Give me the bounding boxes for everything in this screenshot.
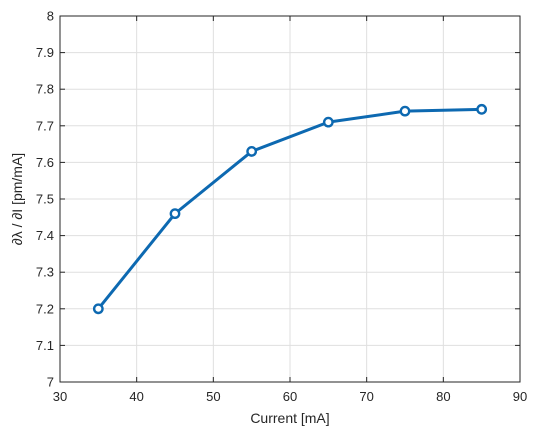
data-point-marker	[92, 303, 104, 315]
x-tick-label: 90	[513, 389, 527, 404]
y-axis-title: ∂λ / ∂I [pm/mA]	[9, 153, 25, 245]
y-tick-label: 7.6	[36, 155, 54, 170]
y-tick-label: 7.3	[36, 265, 54, 280]
x-tick-label: 40	[129, 389, 143, 404]
grid-lines	[60, 16, 520, 382]
y-tick-label: 7.7	[36, 118, 54, 133]
x-tick-label: 70	[359, 389, 373, 404]
y-tick-label: 8	[47, 9, 54, 24]
data-point-marker	[246, 146, 258, 157]
axis-ticks	[59, 15, 521, 383]
data-series	[92, 103, 488, 315]
x-tick-label: 60	[283, 389, 297, 404]
y-tick-label: 7.8	[36, 82, 54, 97]
y-tick-label: 7.4	[36, 228, 54, 243]
data-point-marker	[399, 105, 411, 117]
data-point-marker	[169, 208, 181, 220]
x-tick-label: 80	[436, 389, 450, 404]
series-line	[96, 107, 484, 311]
y-tick-label: 7	[47, 375, 54, 390]
tick-labels: 30 40 50 60 70 80 90 7 7.1 7.2 7.3 7.4 7.5 7.6 7.7 7.8 7…	[36, 9, 527, 405]
y-tick-label: 7.1	[36, 338, 54, 353]
x-tick-label: 30	[53, 389, 67, 404]
y-tick-label: 7.2	[36, 301, 54, 316]
y-tick-label: 7.9	[36, 45, 54, 60]
y-tick-label: 7.5	[36, 192, 54, 207]
data-point-marker	[476, 103, 488, 115]
x-tick-label: 50	[206, 389, 220, 404]
data-point-marker	[322, 116, 334, 128]
x-axis-title: Current [mA]	[250, 410, 329, 426]
